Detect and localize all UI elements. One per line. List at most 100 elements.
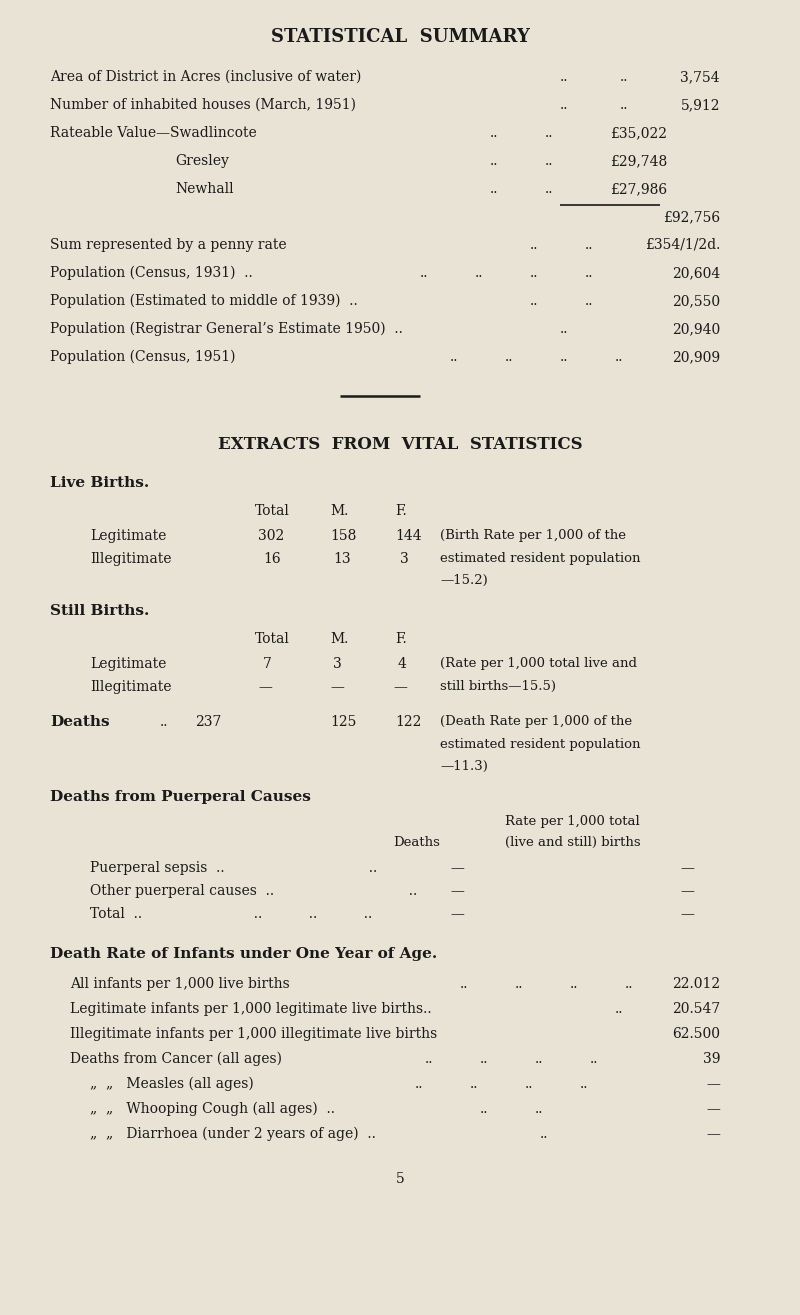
Text: 62.500: 62.500 xyxy=(672,1027,720,1041)
Text: ..: .. xyxy=(615,1002,623,1016)
Text: ..: .. xyxy=(560,350,569,364)
Text: „  „   Measles (all ages): „ „ Measles (all ages) xyxy=(90,1077,254,1091)
Text: Total  ..: Total .. xyxy=(90,907,142,920)
Text: Number of inhabited houses (March, 1951): Number of inhabited houses (March, 1951) xyxy=(50,99,356,112)
Text: ..: .. xyxy=(535,1102,543,1116)
Text: Deaths: Deaths xyxy=(393,836,440,849)
Text: ..: .. xyxy=(570,977,578,992)
Text: Population (Census, 1951): Population (Census, 1951) xyxy=(50,350,235,364)
Text: 20,940: 20,940 xyxy=(672,322,720,337)
Text: ..: .. xyxy=(620,99,629,112)
Text: —: — xyxy=(450,907,464,920)
Text: ..: .. xyxy=(535,1052,543,1066)
Text: 7: 7 xyxy=(263,658,272,671)
Text: ..: .. xyxy=(540,1127,549,1141)
Text: „  „   Diarrhoea (under 2 years of age)  ..: „ „ Diarrhoea (under 2 years of age) .. xyxy=(90,1127,376,1141)
Text: Puerperal sepsis  ..: Puerperal sepsis .. xyxy=(90,861,225,874)
Text: ..: .. xyxy=(490,181,498,196)
Text: Illegitimate: Illegitimate xyxy=(90,552,171,565)
Text: £35,022: £35,022 xyxy=(610,126,667,139)
Text: —: — xyxy=(450,861,464,874)
Text: 22.012: 22.012 xyxy=(672,977,720,992)
Text: 39: 39 xyxy=(702,1052,720,1066)
Text: (Birth Rate per 1,000 of the: (Birth Rate per 1,000 of the xyxy=(440,529,626,542)
Text: ..: .. xyxy=(470,1077,478,1091)
Text: ..: .. xyxy=(545,126,554,139)
Text: (Death Rate per 1,000 of the: (Death Rate per 1,000 of the xyxy=(440,715,632,729)
Text: —: — xyxy=(706,1102,720,1116)
Text: ..: .. xyxy=(425,1052,434,1066)
Text: Legitimate: Legitimate xyxy=(90,529,166,543)
Text: —: — xyxy=(258,680,272,694)
Text: £27,986: £27,986 xyxy=(610,181,667,196)
Text: „  „   Whooping Cough (all ages)  ..: „ „ Whooping Cough (all ages) .. xyxy=(90,1102,335,1116)
Text: £29,748: £29,748 xyxy=(610,154,667,168)
Text: ..: .. xyxy=(580,1077,589,1091)
Text: 4: 4 xyxy=(398,658,407,671)
Text: ..: .. xyxy=(515,977,523,992)
Text: 5: 5 xyxy=(396,1172,404,1186)
Text: ..: .. xyxy=(415,1077,423,1091)
Text: Sum represented by a penny rate: Sum represented by a penny rate xyxy=(50,238,286,252)
Text: Newhall: Newhall xyxy=(175,181,234,196)
Text: ..: .. xyxy=(560,322,569,337)
Text: EXTRACTS  FROM  VITAL  STATISTICS: EXTRACTS FROM VITAL STATISTICS xyxy=(218,437,582,452)
Text: ..: .. xyxy=(545,181,554,196)
Text: ..: .. xyxy=(525,1077,534,1091)
Text: £92,756: £92,756 xyxy=(663,210,720,224)
Text: Other puerperal causes  ..: Other puerperal causes .. xyxy=(90,884,274,898)
Text: ..: .. xyxy=(420,266,429,280)
Text: All infants per 1,000 live births: All infants per 1,000 live births xyxy=(70,977,290,992)
Text: ..: .. xyxy=(160,715,169,729)
Text: ..: .. xyxy=(480,1102,489,1116)
Text: —15.2): —15.2) xyxy=(440,575,488,586)
Text: ..: .. xyxy=(490,154,498,168)
Text: —: — xyxy=(450,884,464,898)
Text: Gresley: Gresley xyxy=(175,154,229,168)
Text: ..: .. xyxy=(460,977,469,992)
Text: —: — xyxy=(680,884,694,898)
Text: 13: 13 xyxy=(333,552,350,565)
Text: £354/1/2d.: £354/1/2d. xyxy=(645,238,720,252)
Text: STATISTICAL  SUMMARY: STATISTICAL SUMMARY xyxy=(270,28,530,46)
Text: ..: .. xyxy=(585,238,594,252)
Text: still births—15.5): still births—15.5) xyxy=(440,680,556,693)
Text: ..: .. xyxy=(490,126,498,139)
Text: estimated resident population: estimated resident population xyxy=(440,738,641,751)
Text: Live Births.: Live Births. xyxy=(50,476,150,490)
Text: ..: .. xyxy=(450,350,458,364)
Text: ..: .. xyxy=(360,861,378,874)
Text: ..: .. xyxy=(475,266,483,280)
Text: —: — xyxy=(706,1127,720,1141)
Text: 20,550: 20,550 xyxy=(672,295,720,308)
Text: ..: .. xyxy=(355,907,372,920)
Text: Population (Census, 1931)  ..: Population (Census, 1931) .. xyxy=(50,266,253,280)
Text: 237: 237 xyxy=(195,715,222,729)
Text: 3,754: 3,754 xyxy=(680,70,720,84)
Text: Total: Total xyxy=(255,504,290,518)
Text: estimated resident population: estimated resident population xyxy=(440,552,641,565)
Text: —: — xyxy=(680,861,694,874)
Text: 122: 122 xyxy=(395,715,422,729)
Text: 20.547: 20.547 xyxy=(672,1002,720,1016)
Text: 3: 3 xyxy=(400,552,409,565)
Text: Population (Registrar General’s Estimate 1950)  ..: Population (Registrar General’s Estimate… xyxy=(50,322,403,337)
Text: Deaths from Puerperal Causes: Deaths from Puerperal Causes xyxy=(50,790,311,803)
Text: Rateable Value—Swadlincote: Rateable Value—Swadlincote xyxy=(50,126,257,139)
Text: Still Births.: Still Births. xyxy=(50,604,150,618)
Text: ..: .. xyxy=(530,266,538,280)
Text: 125: 125 xyxy=(330,715,356,729)
Text: (Rate per 1,000 total live and: (Rate per 1,000 total live and xyxy=(440,658,637,671)
Text: Death Rate of Infants under One Year of Age.: Death Rate of Infants under One Year of … xyxy=(50,947,438,961)
Text: ..: .. xyxy=(560,70,569,84)
Text: Illegitimate: Illegitimate xyxy=(90,680,171,694)
Text: M.: M. xyxy=(330,633,348,646)
Text: ..: .. xyxy=(585,266,594,280)
Text: 302: 302 xyxy=(258,529,284,543)
Text: ..: .. xyxy=(615,350,623,364)
Text: —: — xyxy=(393,680,407,694)
Text: Area of District in Acres (inclusive of water): Area of District in Acres (inclusive of … xyxy=(50,70,362,84)
Text: (live and still) births: (live and still) births xyxy=(505,836,641,849)
Text: Deaths from Cancer (all ages): Deaths from Cancer (all ages) xyxy=(70,1052,282,1066)
Text: Illegitimate infants per 1,000 illegitimate live births: Illegitimate infants per 1,000 illegitim… xyxy=(70,1027,438,1041)
